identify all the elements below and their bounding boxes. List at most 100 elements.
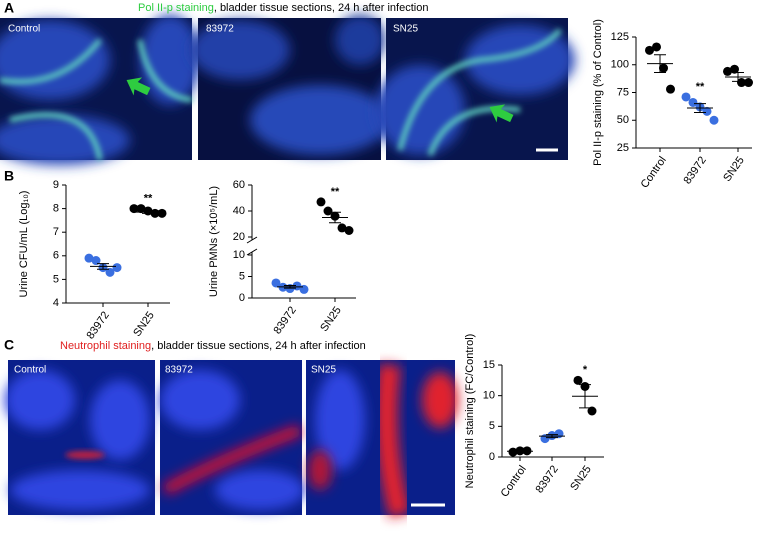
title-highlight: Neutrophil staining xyxy=(60,340,151,352)
axis-break xyxy=(246,236,258,256)
y-tick-label: 7 xyxy=(53,226,59,238)
y-tick-label: 9 xyxy=(53,179,59,191)
x-tick-label: SN25 xyxy=(131,310,157,339)
data-point xyxy=(508,447,518,457)
y-tick-label: 25 xyxy=(617,142,629,154)
data-point xyxy=(299,284,309,294)
error-bar xyxy=(329,211,341,224)
error-bar xyxy=(97,263,109,270)
y-tick-label: 8 xyxy=(53,203,59,215)
data-point xyxy=(337,223,347,233)
y-axis-label: Pol II-p staining (% of Control) xyxy=(592,19,604,166)
data-point xyxy=(723,66,732,76)
y-axis-label: Urine CFU/mL (Log₁₀) xyxy=(18,191,30,298)
y-tick-label: 100 xyxy=(611,59,629,71)
error-bar xyxy=(579,384,591,409)
image-label: SN25 xyxy=(393,24,418,35)
data-point xyxy=(316,197,326,207)
data-point xyxy=(666,84,675,94)
image-label: Control xyxy=(8,24,40,35)
image-c-83972 xyxy=(160,360,305,515)
data-point xyxy=(688,97,698,107)
x-tick-label: SN25 xyxy=(318,305,344,334)
y-tick-label: 6 xyxy=(53,250,59,262)
y-tick-label: 10 xyxy=(483,390,495,402)
data-point xyxy=(744,78,753,88)
title-highlight: Pol II-p staining xyxy=(138,2,214,14)
y-axis-label: Urine PMNs (×10⁵/mL) xyxy=(208,186,220,297)
data-point xyxy=(645,45,654,55)
data-point xyxy=(129,204,139,214)
data-point xyxy=(730,64,739,74)
data-point xyxy=(84,253,94,263)
x-tick-label: Control xyxy=(639,155,669,191)
error-bar xyxy=(284,285,296,289)
x-tick-label: 83972 xyxy=(681,155,708,187)
panel-title: Pol II-p staining, bladder tissue sectio… xyxy=(138,2,428,14)
y-tick-label: 15 xyxy=(483,359,495,371)
data-point xyxy=(91,256,101,266)
x-tick-label: SN25 xyxy=(568,464,594,493)
data-point xyxy=(112,263,122,273)
image-c-sn25 xyxy=(306,360,458,518)
data-point xyxy=(659,63,668,73)
data-point xyxy=(157,208,167,218)
title-rest: , bladder tissue sections, 24 h after in… xyxy=(151,340,366,352)
image-label: 83972 xyxy=(165,365,193,376)
error-bar xyxy=(546,434,558,439)
significance: ** xyxy=(331,186,340,198)
data-point xyxy=(702,106,712,116)
x-tick-label: 83972 xyxy=(84,310,111,342)
y-tick-label: 60 xyxy=(233,179,245,191)
title-rest: , bladder tissue sections, 24 h after in… xyxy=(214,2,429,14)
y-tick-label: 5 xyxy=(489,420,495,432)
y-tick-label: 20 xyxy=(233,231,245,243)
data-point xyxy=(587,406,597,416)
error-bar xyxy=(654,54,666,74)
significance: ** xyxy=(144,193,153,205)
x-tick-label: 83972 xyxy=(271,305,298,337)
data-point xyxy=(344,226,354,235)
x-tick-label: 83972 xyxy=(533,464,560,496)
y-tick-label: 5 xyxy=(53,273,59,285)
data-point xyxy=(573,375,583,385)
image-a-83972 xyxy=(190,15,390,160)
data-point xyxy=(709,115,719,125)
y-tick-label: 0 xyxy=(489,451,495,463)
y-tick-label: 0 xyxy=(239,292,245,304)
image-label: SN25 xyxy=(311,365,336,376)
error-bar xyxy=(514,450,526,453)
significance: * xyxy=(583,364,588,376)
y-tick-label: 125 xyxy=(611,31,629,43)
panel-label: C xyxy=(4,337,14,353)
image-a-sn25 xyxy=(375,18,575,160)
image-label: 83972 xyxy=(206,24,234,35)
y-tick-label: 75 xyxy=(617,86,629,98)
y-tick-label: 50 xyxy=(617,114,629,126)
data-point xyxy=(271,278,281,288)
y-tick-label: 10 xyxy=(233,249,245,261)
significance: ** xyxy=(696,81,705,93)
data-point xyxy=(737,78,746,88)
y-tick-label: 5 xyxy=(239,270,245,282)
error-bar xyxy=(694,103,706,113)
error-bar xyxy=(732,72,744,82)
x-tick-label: SN25 xyxy=(721,155,747,184)
image-label: Control xyxy=(14,365,46,376)
data-point xyxy=(554,429,564,439)
panel-title: Neutrophil staining, bladder tissue sect… xyxy=(60,340,366,352)
data-point xyxy=(323,206,333,216)
y-tick-label: 4 xyxy=(53,297,59,309)
y-tick-label: 40 xyxy=(233,205,245,217)
data-point xyxy=(681,92,691,102)
data-point xyxy=(652,42,661,52)
data-point xyxy=(105,267,115,277)
y-axis-label: Neutrophil staining (FC/Control) xyxy=(464,334,476,489)
panel-label: B xyxy=(4,168,14,184)
panel-label: A xyxy=(4,0,14,16)
x-tick-label: Control xyxy=(499,464,529,500)
image-a-control xyxy=(0,15,200,165)
error-bar xyxy=(142,210,154,214)
image-c-control xyxy=(5,360,155,515)
